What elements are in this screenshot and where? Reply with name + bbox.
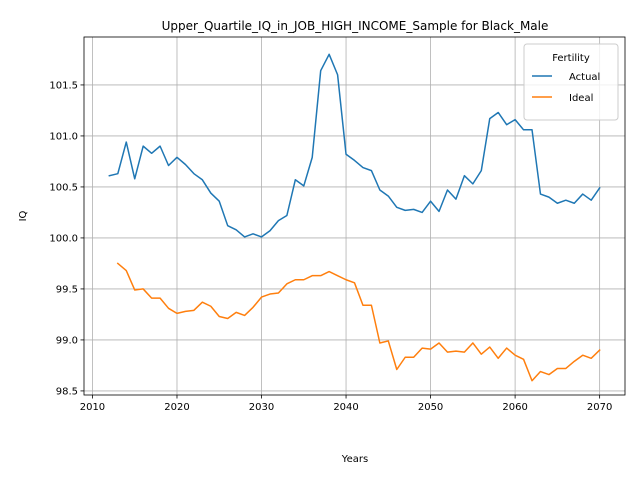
series-line-actual [108, 53, 601, 238]
x-tick-label: 2030 [249, 402, 274, 413]
series-line-ideal [116, 262, 601, 382]
y-tick-label: 101.0 [49, 131, 78, 142]
series-layer [108, 53, 601, 382]
legend-box [523, 43, 619, 121]
plot-frame [83, 36, 626, 396]
x-tick-label: 2070 [587, 402, 612, 413]
x-tick-label: 2060 [502, 402, 527, 413]
chart-title: Upper_Quartile_IQ_in_JOB_HIGH_INCOME_Sam… [162, 19, 549, 33]
legend-label-ideal: Ideal [569, 93, 593, 104]
y-tick-label: 101.5 [49, 80, 78, 91]
x-tick-label: 2050 [418, 402, 443, 413]
y-tick-label: 98.5 [56, 386, 78, 397]
y-axis-label: IQ [18, 210, 29, 221]
legend-label-actual: Actual [569, 72, 600, 83]
ticks: 2010 2020 2030 2040 2050 2060 2070 98.5 99.0 99.5… [49, 80, 612, 413]
legend-title: Fertility [552, 53, 590, 64]
x-tick-label: 2020 [164, 402, 189, 413]
grid [84, 37, 625, 395]
legend: Fertility Actual Ideal [523, 43, 619, 121]
x-axis-label: Years [341, 454, 368, 465]
y-tick-label: 99.5 [56, 284, 78, 295]
x-tick-label: 2010 [80, 402, 105, 413]
x-tick-label: 2040 [333, 402, 358, 413]
y-tick-label: 99.0 [56, 335, 78, 346]
y-tick-label: 100.5 [49, 182, 78, 193]
y-tick-label: 100.0 [49, 233, 78, 244]
